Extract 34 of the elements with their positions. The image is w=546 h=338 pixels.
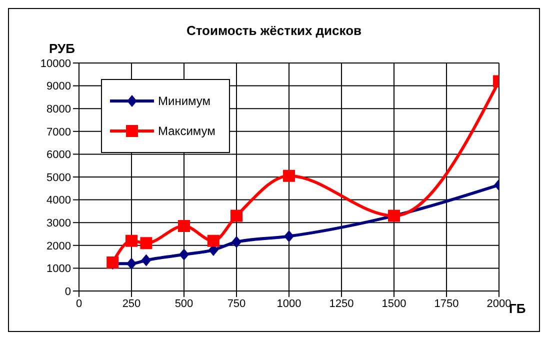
y-tick-label: 3000: [46, 218, 71, 230]
point: [207, 234, 220, 247]
y-tick-label: 7000: [46, 126, 71, 138]
point: [126, 234, 138, 247]
point: [283, 170, 295, 182]
legend-label: Минимум: [158, 94, 211, 108]
y-tick-label: 6000: [46, 149, 71, 162]
point: [179, 248, 189, 261]
point: [126, 258, 136, 270]
x-tick-label: 0: [76, 298, 82, 310]
y-tick-label: 5000: [46, 172, 71, 184]
y-axis-title: РУБ: [49, 41, 75, 56]
point: [141, 254, 152, 266]
x-tick-label: 1750: [434, 298, 459, 310]
point: [232, 236, 242, 248]
chart-title: Стоимость жёстких дисков: [185, 23, 363, 38]
y-tick-label: 8000: [46, 104, 71, 116]
y-tick-label: 10000: [40, 58, 71, 70]
y-tick-label: 4000: [46, 194, 71, 207]
y-tick-label: 2000: [46, 240, 71, 252]
point: [178, 220, 190, 232]
x-tick-label: 250: [122, 298, 141, 310]
legend-label: Максимум: [158, 124, 216, 138]
x-tick-label: 1000: [276, 298, 302, 310]
point: [230, 210, 242, 222]
y-tick-label: 0: [64, 286, 71, 298]
x-tick-label: 500: [174, 298, 194, 310]
y-tick-label: 9000: [46, 80, 71, 93]
point: [140, 237, 152, 250]
x-tick-label: 750: [227, 298, 246, 310]
y-tick-label: 1000: [46, 263, 71, 276]
x-tick-label: 1250: [329, 298, 354, 310]
x-tick-label: 1500: [382, 298, 406, 310]
point: [284, 230, 294, 242]
